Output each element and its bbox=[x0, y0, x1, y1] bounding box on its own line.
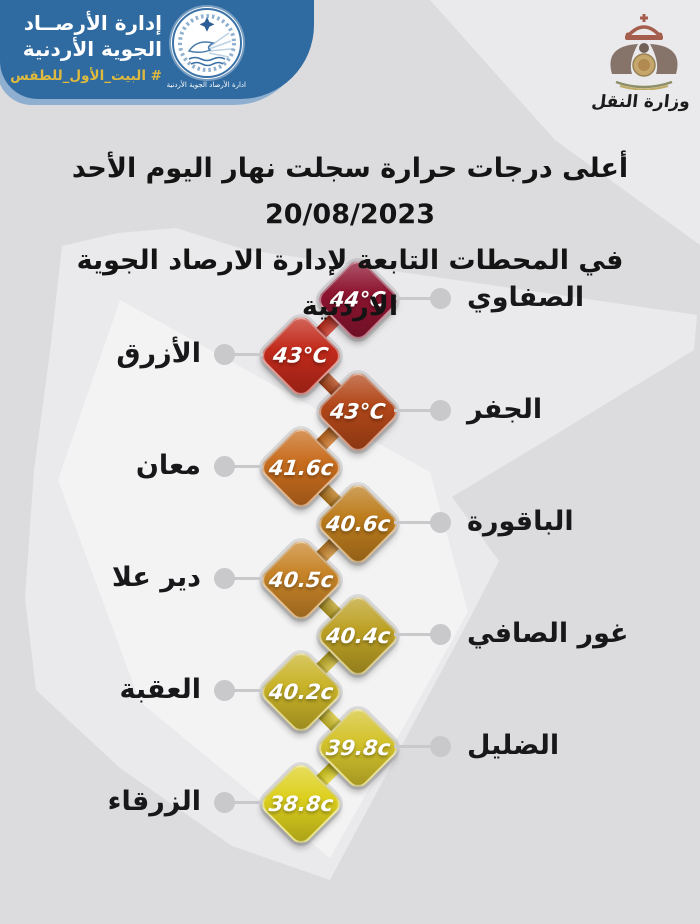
station-label: الصفاوي bbox=[394, 282, 585, 313]
connector-line bbox=[394, 520, 432, 524]
temp-value: 43°C bbox=[272, 343, 330, 368]
connector-dot-icon bbox=[214, 343, 235, 365]
connector-dot-icon bbox=[214, 679, 235, 701]
station-name: الأزرق bbox=[116, 338, 201, 369]
title-line2: في المحطات التابعة لإدارة الارصاد الجوية… bbox=[76, 245, 624, 322]
station-name: الزرقاء bbox=[107, 786, 201, 817]
connector-dot-icon bbox=[214, 791, 235, 813]
connector-dot-icon bbox=[214, 455, 235, 477]
station-label: معان bbox=[135, 450, 263, 481]
station-label: دير علا bbox=[111, 562, 263, 593]
temp-value: 40.6c bbox=[324, 512, 392, 537]
station-label: غور الصافي bbox=[394, 618, 629, 649]
connector-dot-icon bbox=[214, 567, 235, 589]
connector-line bbox=[233, 688, 263, 692]
org-name-line2: الجوية الأردنية bbox=[22, 37, 162, 61]
station-name: الباقورة bbox=[467, 506, 574, 537]
met-department-logo-icon bbox=[171, 7, 243, 79]
station-name: العقبة bbox=[119, 674, 201, 705]
station-label: الأزرق bbox=[116, 338, 263, 369]
connector-line bbox=[394, 632, 432, 636]
station-label: الجفر bbox=[394, 394, 543, 425]
temp-value: 39.8c bbox=[324, 736, 392, 761]
connector-line bbox=[394, 744, 432, 748]
station-name: غور الصافي bbox=[467, 618, 629, 649]
connector-dot-icon bbox=[430, 399, 451, 421]
station-label: الباقورة bbox=[394, 506, 574, 537]
station-name: الجفر bbox=[467, 394, 543, 425]
temp-value: 38.8c bbox=[267, 792, 335, 817]
station-name: معان bbox=[135, 450, 201, 481]
connector-line bbox=[233, 352, 263, 356]
station-name: دير علا bbox=[111, 562, 201, 593]
ministry-wordmark: وزارة النقل bbox=[590, 92, 692, 112]
logo-caption: ادارة الأرصاد الجوية الأردنية bbox=[166, 81, 246, 89]
connector-line bbox=[394, 296, 432, 300]
weather-hashtag: # البيت_الأول_للطقس bbox=[10, 68, 162, 84]
title-line1: أعلى درجات حرارة سجلت نهار اليوم الأحد 2… bbox=[71, 153, 629, 230]
station-label: العقبة bbox=[119, 674, 263, 705]
connector-line bbox=[394, 408, 432, 412]
connector-dot-icon bbox=[430, 735, 451, 757]
temp-value: 41.6c bbox=[267, 456, 335, 481]
station-name: الصفاوي bbox=[467, 282, 585, 313]
station-label: الضليل bbox=[394, 730, 560, 761]
met-department-banner: إدارة الأرصــاد الجوية الأردنية # البيت_… bbox=[0, 0, 314, 99]
connector-dot-icon bbox=[430, 623, 451, 645]
temp-value: 40.5c bbox=[267, 568, 335, 593]
connector-dot-icon bbox=[430, 287, 451, 309]
connector-line bbox=[233, 576, 263, 580]
temp-value: 43°C bbox=[329, 399, 387, 424]
connector-dot-icon bbox=[430, 511, 451, 533]
station-name: الضليل bbox=[467, 730, 560, 761]
jordan-coat-of-arms-icon bbox=[610, 14, 678, 90]
connector-line bbox=[233, 464, 263, 468]
temp-value: 40.4c bbox=[324, 624, 392, 649]
org-name-line1: إدارة الأرصــاد bbox=[23, 11, 162, 35]
page-title: أعلى درجات حرارة سجلت نهار اليوم الأحد 2… bbox=[28, 146, 672, 330]
station-label: الزرقاء bbox=[107, 786, 263, 817]
temp-value: 40.2c bbox=[267, 680, 335, 705]
connector-line bbox=[233, 800, 263, 804]
